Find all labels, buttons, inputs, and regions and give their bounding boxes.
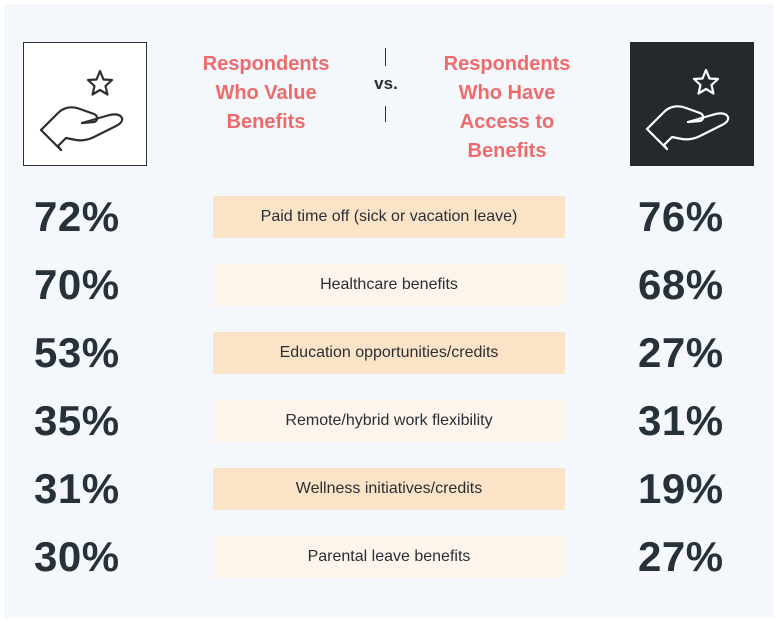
benefit-label: Education opportunities/credits [213, 332, 565, 374]
vs-text: vs. [374, 74, 398, 93]
value-pct: 31% [34, 465, 120, 512]
table-row: 53% Education opportunities/credits 27% [4, 331, 774, 375]
vs-divider: vs. [366, 48, 406, 122]
access-pct: 27% [638, 329, 724, 376]
infographic: Respondents Who Value Benefits vs. Respo… [4, 4, 774, 618]
hand-star-icon [39, 69, 124, 152]
table-row: 30% Parental leave benefits 27% [4, 535, 774, 579]
value-pct: 70% [34, 261, 120, 308]
benefit-label: Paid time off (sick or vacation leave) [213, 196, 565, 238]
header-access: Respondents Who Have Access to Benefits [432, 50, 582, 166]
value-pct: 72% [34, 193, 120, 240]
left-icon-box [23, 42, 147, 166]
header-value-line: Respondents [202, 53, 330, 75]
header-value-line: Benefits [226, 111, 306, 133]
header-value-line: Who Value [215, 82, 317, 104]
benefit-label: Remote/hybrid work flexibility [213, 400, 565, 442]
header-access-line: Access to [459, 111, 555, 133]
benefit-label: Parental leave benefits [213, 536, 565, 578]
access-pct: 68% [638, 261, 724, 308]
hand-star-icon [645, 68, 730, 151]
access-pct: 76% [638, 193, 724, 240]
header-value: Respondents Who Value Benefits [191, 50, 341, 137]
access-pct: 31% [638, 397, 724, 444]
vs-line-top [385, 48, 386, 66]
access-pct: 19% [638, 465, 724, 512]
header-access-line: Benefits [467, 140, 547, 162]
header-access-line: Who Have [458, 82, 556, 104]
header-access-line: Respondents [443, 53, 571, 75]
value-pct: 30% [34, 533, 120, 580]
value-pct: 53% [34, 329, 120, 376]
benefit-label: Wellness initiatives/credits [213, 468, 565, 510]
right-icon-box [630, 42, 754, 166]
table-row: 72% Paid time off (sick or vacation leav… [4, 195, 774, 239]
table-row: 70% Healthcare benefits 68% [4, 263, 774, 307]
table-row: 35% Remote/hybrid work flexibility 31% [4, 399, 774, 443]
benefit-label: Healthcare benefits [213, 264, 565, 306]
vs-line-bottom [385, 106, 386, 122]
value-pct: 35% [34, 397, 120, 444]
access-pct: 27% [638, 533, 724, 580]
table-row: 31% Wellness initiatives/credits 19% [4, 467, 774, 511]
